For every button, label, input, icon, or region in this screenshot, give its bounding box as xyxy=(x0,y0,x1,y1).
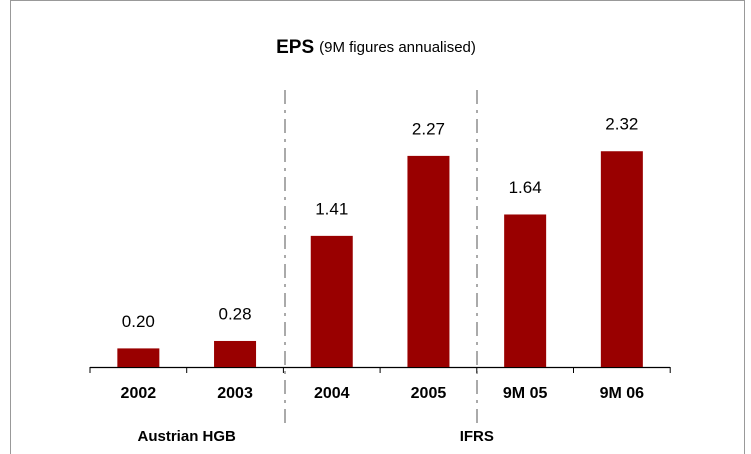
group-label: IFRS xyxy=(460,428,494,445)
x-tick-label: 2005 xyxy=(411,385,447,402)
data-label: 2.27 xyxy=(412,119,445,138)
data-label: 2.32 xyxy=(605,115,638,134)
bar xyxy=(214,340,257,367)
data-label: 1.64 xyxy=(509,178,542,197)
x-tick-label: 2004 xyxy=(314,385,350,402)
chart-title: EPS xyxy=(276,37,314,58)
x-tick-label: 2003 xyxy=(217,385,253,402)
data-label: 1.41 xyxy=(315,199,348,218)
x-tick-label: 9M 05 xyxy=(503,385,548,402)
data-label: 0.20 xyxy=(122,312,155,331)
chart-title-group: EPS (9M figures annualised) xyxy=(276,37,476,58)
bar xyxy=(504,214,547,367)
group-label: Austrian HGB xyxy=(138,428,237,445)
chart-subtitle: (9M figures annualised) xyxy=(319,39,476,56)
bar xyxy=(600,151,643,367)
x-tick-label: 9M 06 xyxy=(600,385,645,402)
x-tick-label: 2002 xyxy=(121,385,157,402)
bar xyxy=(117,348,160,367)
data-label: 0.28 xyxy=(219,304,252,323)
bar xyxy=(310,235,353,367)
bar xyxy=(407,155,450,367)
